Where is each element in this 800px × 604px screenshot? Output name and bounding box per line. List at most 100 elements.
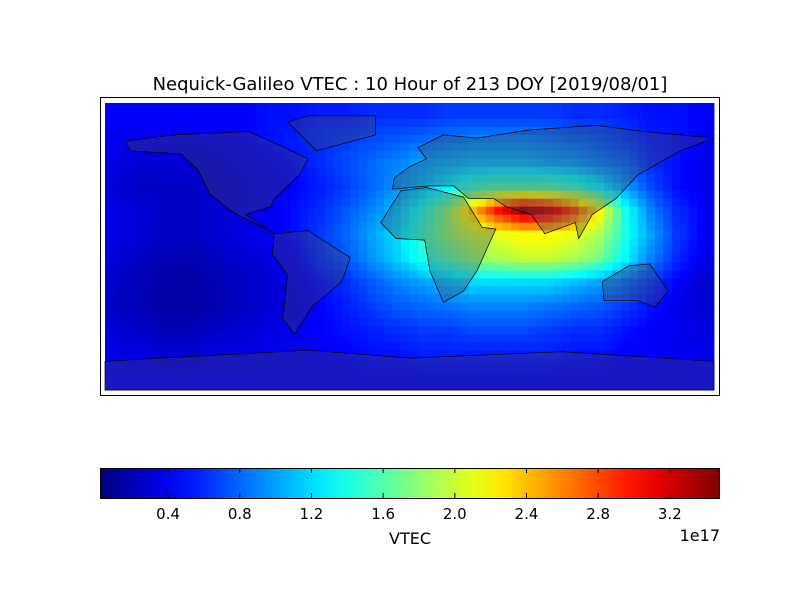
heatmap-cell — [468, 262, 478, 271]
heatmap-cell — [409, 214, 419, 223]
heatmap-cell — [646, 294, 656, 303]
heatmap-cell — [688, 278, 698, 287]
heatmap-cell — [147, 302, 157, 311]
heatmap-cell — [697, 246, 706, 255]
heatmap-cell — [240, 286, 250, 295]
heatmap-cell — [121, 302, 131, 311]
heatmap-cell — [570, 302, 580, 311]
heatmap-cell — [248, 382, 258, 391]
heatmap-cell — [451, 166, 461, 176]
heatmap-cell — [240, 174, 250, 184]
heatmap-cell — [519, 142, 529, 152]
heatmap-cell — [680, 118, 690, 128]
heatmap-cell — [705, 382, 715, 391]
heatmap-cell — [401, 262, 410, 271]
heatmap-cell — [527, 110, 537, 120]
heatmap-cell — [384, 262, 393, 271]
heatmap-cell — [680, 110, 690, 120]
heatmap-cell — [612, 254, 622, 263]
heatmap-cell — [604, 310, 613, 319]
heatmap-cell — [392, 174, 402, 184]
heatmap-cell — [409, 342, 419, 351]
heatmap-cell — [138, 270, 148, 279]
heatmap-cell — [164, 103, 174, 112]
heatmap-cell — [671, 190, 681, 200]
heatmap-cell — [553, 358, 563, 367]
heatmap-cell — [654, 214, 664, 223]
heatmap-cell — [688, 326, 698, 335]
heatmap-cell — [595, 318, 605, 327]
heatmap-cell — [595, 110, 605, 120]
heatmap-cell — [561, 246, 571, 255]
heatmap-cell — [646, 302, 656, 311]
heatmap-cell — [274, 294, 284, 303]
heatmap-cell — [637, 118, 647, 128]
heatmap-cell — [578, 358, 588, 367]
heatmap-cell — [231, 174, 241, 184]
heatmap-cell — [198, 278, 207, 287]
heatmap-cell — [451, 278, 461, 287]
heatmap-cell — [587, 350, 596, 359]
heatmap-cell — [164, 174, 174, 184]
heatmap-cell — [671, 214, 681, 223]
heatmap-cell — [697, 190, 706, 200]
heatmap-cell — [358, 358, 368, 367]
heatmap-cell — [392, 374, 402, 383]
heatmap-cell — [164, 198, 174, 208]
heatmap-cell — [274, 142, 284, 152]
heatmap-cell — [189, 182, 199, 192]
heatmap-cell — [434, 198, 444, 208]
heatmap-cell — [316, 238, 326, 247]
heatmap-cell — [324, 302, 334, 311]
heatmap-cell — [265, 326, 275, 335]
heatmap-cell — [417, 142, 427, 152]
heatmap-cell — [460, 182, 470, 192]
heatmap-cell — [587, 342, 596, 351]
heatmap-cell — [392, 110, 402, 120]
heatmap-cell — [443, 294, 453, 303]
heatmap-cell — [620, 310, 630, 319]
heatmap-cell — [257, 206, 267, 216]
heatmap-cell — [671, 158, 681, 168]
heatmap-cell — [468, 158, 478, 168]
heatmap-cell — [206, 334, 216, 343]
heatmap-cell — [426, 190, 436, 200]
heatmap-cell — [401, 318, 410, 327]
heatmap-cell — [604, 118, 613, 128]
heatmap-cell — [502, 310, 512, 319]
heatmap-cell — [316, 206, 326, 216]
heatmap-cell — [257, 286, 267, 295]
heatmap-cell — [231, 190, 241, 200]
heatmap-cell — [206, 318, 216, 327]
heatmap-cell — [553, 310, 563, 319]
heatmap-cell — [231, 310, 241, 319]
heatmap-cell — [443, 326, 453, 335]
heatmap-cell — [612, 326, 622, 335]
heatmap-cell — [341, 318, 351, 327]
heatmap-cell — [299, 126, 309, 136]
heatmap-cell — [620, 358, 630, 367]
heatmap-cell — [578, 382, 588, 391]
heatmap-cell — [460, 342, 470, 351]
heatmap-cell — [527, 310, 537, 319]
heatmap-cell — [291, 158, 300, 168]
heatmap-cell — [181, 302, 190, 311]
heatmap-cell — [468, 342, 478, 351]
heatmap-cell — [477, 366, 487, 375]
heatmap-cell — [248, 110, 258, 120]
heatmap-cell — [697, 142, 706, 152]
heatmap-cell — [494, 366, 503, 375]
heatmap-cell — [308, 150, 317, 160]
heatmap-cell — [291, 358, 300, 367]
heatmap-cell — [155, 310, 165, 319]
heatmap-cell — [612, 382, 622, 391]
heatmap-cell — [214, 190, 224, 200]
heatmap-cell — [646, 246, 656, 255]
heatmap-cell — [341, 103, 351, 112]
heatmap-cell — [544, 158, 554, 168]
heatmap-cell — [214, 254, 224, 263]
heatmap-cell — [392, 310, 402, 319]
heatmap-cell — [443, 246, 453, 255]
heatmap-cell — [409, 103, 419, 112]
heatmap-cell — [654, 134, 664, 144]
